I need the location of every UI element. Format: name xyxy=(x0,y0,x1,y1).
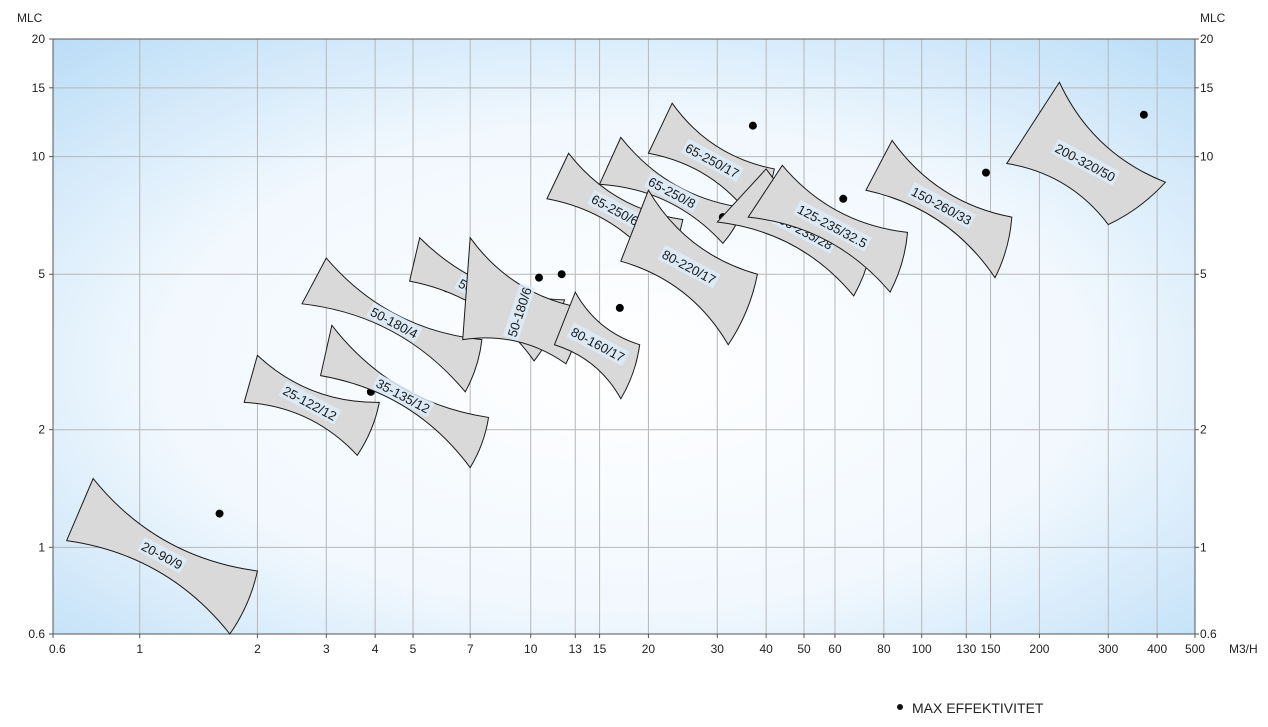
y-tick-label-right: 15 xyxy=(1200,81,1214,95)
envelope-label-bg xyxy=(587,189,644,230)
envelope-label-bg xyxy=(681,138,744,183)
x-axis-unit: M3/H xyxy=(1229,642,1258,656)
envelope-label-bg xyxy=(366,302,423,343)
x-tick-label: 10 xyxy=(524,642,538,656)
x-tick-label: 40 xyxy=(759,642,773,656)
x-tick-label: 130 xyxy=(956,642,976,656)
envelope-label-bg xyxy=(907,182,977,229)
x-tick-label: 30 xyxy=(711,642,725,656)
y-tick-label-right: 2 xyxy=(1200,423,1207,437)
x-tick-label: 13 xyxy=(569,642,583,656)
x-tick-label: 500 xyxy=(1185,642,1205,656)
y-tick-label-left: 20 xyxy=(32,32,46,46)
x-tick-label: 5 xyxy=(410,642,417,656)
y-tick-label-left: 2 xyxy=(38,423,45,437)
y-tick-label-right: 20 xyxy=(1200,32,1214,46)
y-axis-ticks: 0.6 0.6 1 1 2 2 5 5 10 10 15 15 20 20 xyxy=(28,32,1217,641)
max-efficiency-point xyxy=(215,509,224,518)
y-tick-label-left: 5 xyxy=(38,267,45,281)
max-efficiency-point xyxy=(748,121,757,130)
x-tick-label: 20 xyxy=(642,642,656,656)
x-tick-label: 150 xyxy=(981,642,1001,656)
x-tick-label: 60 xyxy=(828,642,842,656)
y-tick-label-right: 10 xyxy=(1200,150,1214,164)
x-tick-label: 15 xyxy=(593,642,607,656)
x-tick-label: 2 xyxy=(254,642,261,656)
pump-envelope: 200-320/50 xyxy=(1005,81,1167,226)
max-efficiency-point xyxy=(535,273,544,282)
y-tick-label-right: 1 xyxy=(1200,540,1207,554)
envelope-label-bg xyxy=(566,322,630,366)
y-tick-label-left: 0.6 xyxy=(28,627,45,641)
y-tick-label-right: 5 xyxy=(1200,267,1207,281)
max-efficiency-point xyxy=(557,270,566,279)
envelope-shape xyxy=(1005,81,1167,226)
envelope-label-bg xyxy=(657,244,721,289)
envelope-label-bg xyxy=(1050,138,1120,186)
pump-envelope: 50-180/6 xyxy=(462,236,583,365)
x-tick-label: 200 xyxy=(1029,642,1049,656)
y-axis-unit-left: MLC xyxy=(17,11,43,25)
envelope-label-bg xyxy=(371,373,435,418)
max-efficiency-point xyxy=(615,303,624,312)
x-tick-label: 50 xyxy=(797,642,811,656)
y-axis-unit-right: MLC xyxy=(1200,11,1226,25)
envelope-label-bg xyxy=(793,199,872,252)
envelope-label-bg xyxy=(137,536,188,574)
plot-area xyxy=(53,39,1195,634)
max-efficiency-point xyxy=(839,194,848,203)
envelope-label-bg xyxy=(278,381,342,425)
max-efficiency-marker-icon xyxy=(897,704,903,711)
max-efficiency-point xyxy=(981,168,990,177)
pump-envelope: 125-235/32.5 xyxy=(747,164,909,293)
pump-envelope: 80-220/17 xyxy=(620,189,758,346)
x-tick-label: 3 xyxy=(323,642,330,656)
x-tick-label: 7 xyxy=(467,642,474,656)
envelope-label-bg xyxy=(643,172,701,213)
legend-label: MAX EFFEKTIVITET xyxy=(912,700,1044,716)
max-efficiency-point xyxy=(1139,110,1148,119)
x-axis-ticks: 0.6 1 2 3 4 5 7 10 13 15 20 30 40 50 60 80 100 130 150 200 3… xyxy=(49,634,1205,656)
legend: MAX EFFEKTIVITET xyxy=(897,700,1043,716)
x-tick-label: 400 xyxy=(1147,642,1167,656)
x-tick-label: 4 xyxy=(372,642,379,656)
envelope-label-bg xyxy=(503,283,536,341)
x-tick-label: 80 xyxy=(877,642,891,656)
x-tick-label: 100 xyxy=(912,642,932,656)
x-tick-label: 1 xyxy=(136,642,143,656)
y-tick-label-right: 0.6 xyxy=(1200,627,1217,641)
y-tick-label-left: 15 xyxy=(32,81,46,95)
y-tick-label-left: 10 xyxy=(32,150,46,164)
plot-frame xyxy=(52,38,1196,635)
x-tick-label: 0.6 xyxy=(49,642,66,656)
y-tick-label-left: 1 xyxy=(38,540,45,554)
x-tick-label: 300 xyxy=(1098,642,1118,656)
